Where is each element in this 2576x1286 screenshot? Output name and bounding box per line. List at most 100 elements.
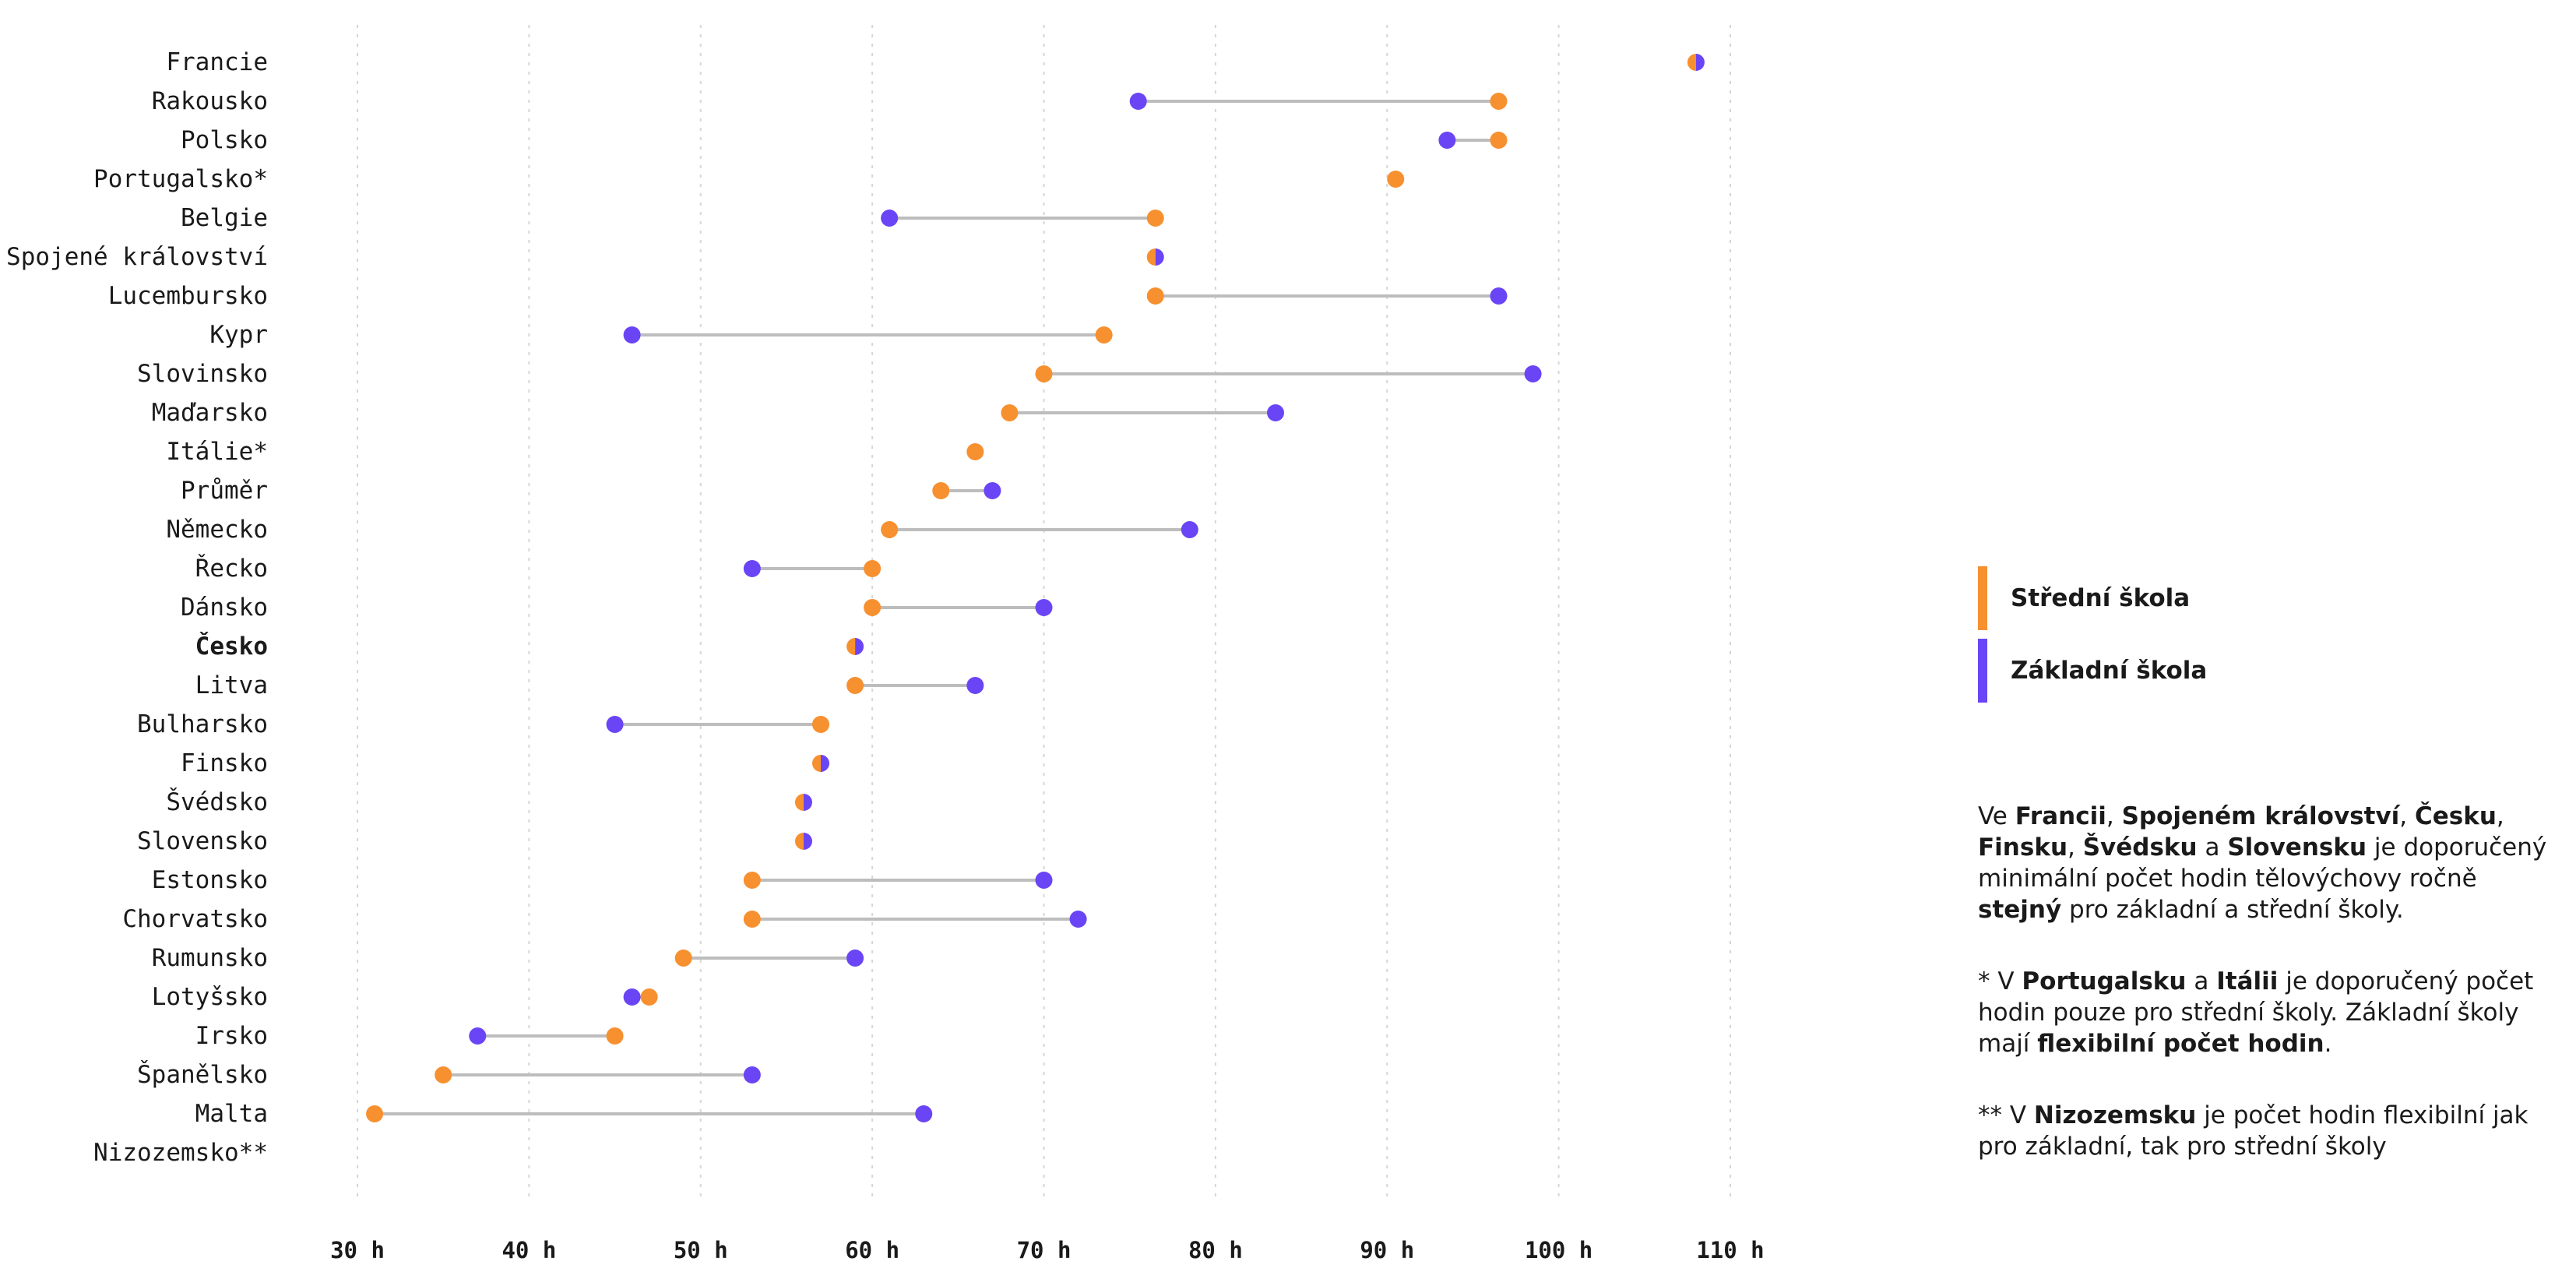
note-segment: , (2399, 802, 2415, 830)
dot-zakladni (881, 210, 899, 227)
country-label: Lotyšsko (152, 983, 268, 1011)
dot-stredni (1687, 54, 1696, 72)
x-tick-label: 60 h (845, 1237, 899, 1263)
dot-zakladni (743, 560, 761, 577)
dot-stredni (864, 599, 882, 616)
x-tick-label: 110 h (1696, 1237, 1764, 1263)
dot-zakladni (1524, 365, 1542, 382)
note-segment: Česku (2415, 802, 2497, 830)
x-tick-label: 50 h (674, 1237, 728, 1263)
dot-zakladni (469, 1027, 487, 1045)
country-label: Švédsko (166, 787, 268, 816)
note-segment: stejný (1978, 896, 2062, 924)
dot-zakladni (984, 482, 1001, 499)
country-label: Rakousko (152, 87, 268, 115)
x-tick-label: 40 h (501, 1237, 556, 1263)
dot-stredni (743, 872, 761, 889)
note-same-hours: Ve Francii, Spojeném království, Česku, … (1978, 801, 2554, 925)
x-tick-label: 100 h (1525, 1237, 1592, 1263)
country-label: Německo (166, 516, 268, 544)
legend-label-stredni: Střední škola (2011, 584, 2191, 612)
dot-stredni (1387, 171, 1405, 188)
dot-zakladni (1181, 521, 1198, 538)
dot-zakladni (915, 1105, 933, 1122)
note-segment: , (2067, 833, 2083, 861)
dot-stredni (743, 911, 761, 928)
dot-zakladni (623, 988, 641, 1006)
country-label: Finsko (181, 749, 268, 777)
country-label: Řecko (195, 555, 268, 583)
dot-zakladni (1129, 93, 1147, 110)
dot-stredni (864, 560, 882, 577)
note-segment: Itálii (2216, 967, 2279, 995)
dot-stredni (812, 755, 822, 772)
note-segment: pro základní a střední školy. (2061, 896, 2404, 924)
x-axis-tick-labels: 30 h 40 h 50 h 60 h 70 h 80 h 90 h 100 h 110 h (330, 1237, 1765, 1263)
note-segment: , (2496, 802, 2504, 830)
dot-zakladni (1035, 872, 1053, 889)
country-label: Nizozemsko** (93, 1139, 268, 1167)
country-label: Litva (195, 671, 268, 699)
dot-stredni (794, 833, 804, 850)
dot-zakladni (1695, 54, 1705, 72)
dot-stredni (1035, 365, 1053, 382)
country-label: Portugalsko* (93, 165, 268, 193)
country-label: Dánsko (181, 594, 268, 622)
dot-zakladni (606, 716, 624, 733)
dot-zakladni (846, 950, 864, 967)
note-segment: Spojeném království (2121, 802, 2400, 830)
country-label: Malta (195, 1100, 268, 1128)
country-label: Španělsko (137, 1060, 268, 1089)
country-label: Belgie (181, 204, 268, 232)
legend-swatch-stredni (1978, 566, 1987, 630)
dot-zakladni (821, 755, 830, 772)
country-label: Irsko (195, 1022, 268, 1050)
dot-stredni (674, 950, 692, 967)
note-segment: . (2324, 1030, 2332, 1058)
dot-stredni (881, 521, 899, 538)
country-label: Chorvatsko (122, 905, 268, 933)
connector-lines (375, 100, 1533, 1115)
country-label: Spojené království (6, 243, 268, 271)
country-label: Rumunsko (152, 944, 268, 972)
dot-zakladni (803, 794, 812, 811)
note-segment: Nizozemsku (2033, 1101, 2197, 1129)
country-label: Česko (195, 632, 268, 661)
dot-zakladni (803, 833, 812, 850)
country-label: Itálie* (166, 438, 268, 466)
dot-zakladni (743, 1066, 761, 1083)
data-points (366, 54, 1705, 1122)
dot-stredni (794, 794, 804, 811)
legend-swatch-zakladni (1978, 639, 1987, 703)
dot-zakladni (1490, 287, 1508, 305)
x-tick-label: 30 h (330, 1237, 385, 1263)
dot-zakladni (623, 326, 641, 344)
dot-stredni (846, 638, 856, 655)
legend-label-zakladni: Základní škola (2011, 657, 2208, 685)
note-segment: Ve (1978, 802, 2015, 830)
dumbbell-chart: Francie Rakousko Polsko Portugalsko* Belgie S… (6, 25, 1765, 1263)
note-segment: Portugalsku (2022, 967, 2187, 995)
country-label: Francie (166, 48, 268, 76)
legend-item-zakladni: Základní škola (1978, 639, 2207, 703)
dot-stredni (1095, 326, 1113, 344)
country-label: Maďarsko (152, 399, 268, 427)
dot-stredni (366, 1105, 384, 1122)
dot-stredni (1146, 248, 1156, 266)
note-segment: Švédsku (2082, 833, 2198, 861)
country-labels: Francie Rakousko Polsko Portugalsko* Belgie S… (6, 48, 268, 1167)
note-segment: flexibilní počet hodin (2037, 1030, 2324, 1058)
country-label: Estonsko (152, 866, 268, 894)
country-label: Bulharsko (137, 710, 268, 738)
country-label: Kypr (209, 321, 268, 349)
dot-zakladni (966, 677, 984, 694)
dot-stredni (1490, 93, 1508, 110)
note-segment: * V (1978, 967, 2022, 995)
note-segment: je doporučený minimální počet hodin tělo… (1978, 833, 2547, 893)
dot-zakladni (1155, 248, 1164, 266)
dot-stredni (435, 1066, 452, 1083)
note-segment: je počet hodin flexibilní jak pro základ… (1978, 1101, 2528, 1161)
note-netherlands: ** V Nizozemsku je počet hodin flexibiln… (1978, 1100, 2554, 1162)
note-segment: Francii (2015, 802, 2106, 830)
note-segment: Finsku (1978, 833, 2068, 861)
